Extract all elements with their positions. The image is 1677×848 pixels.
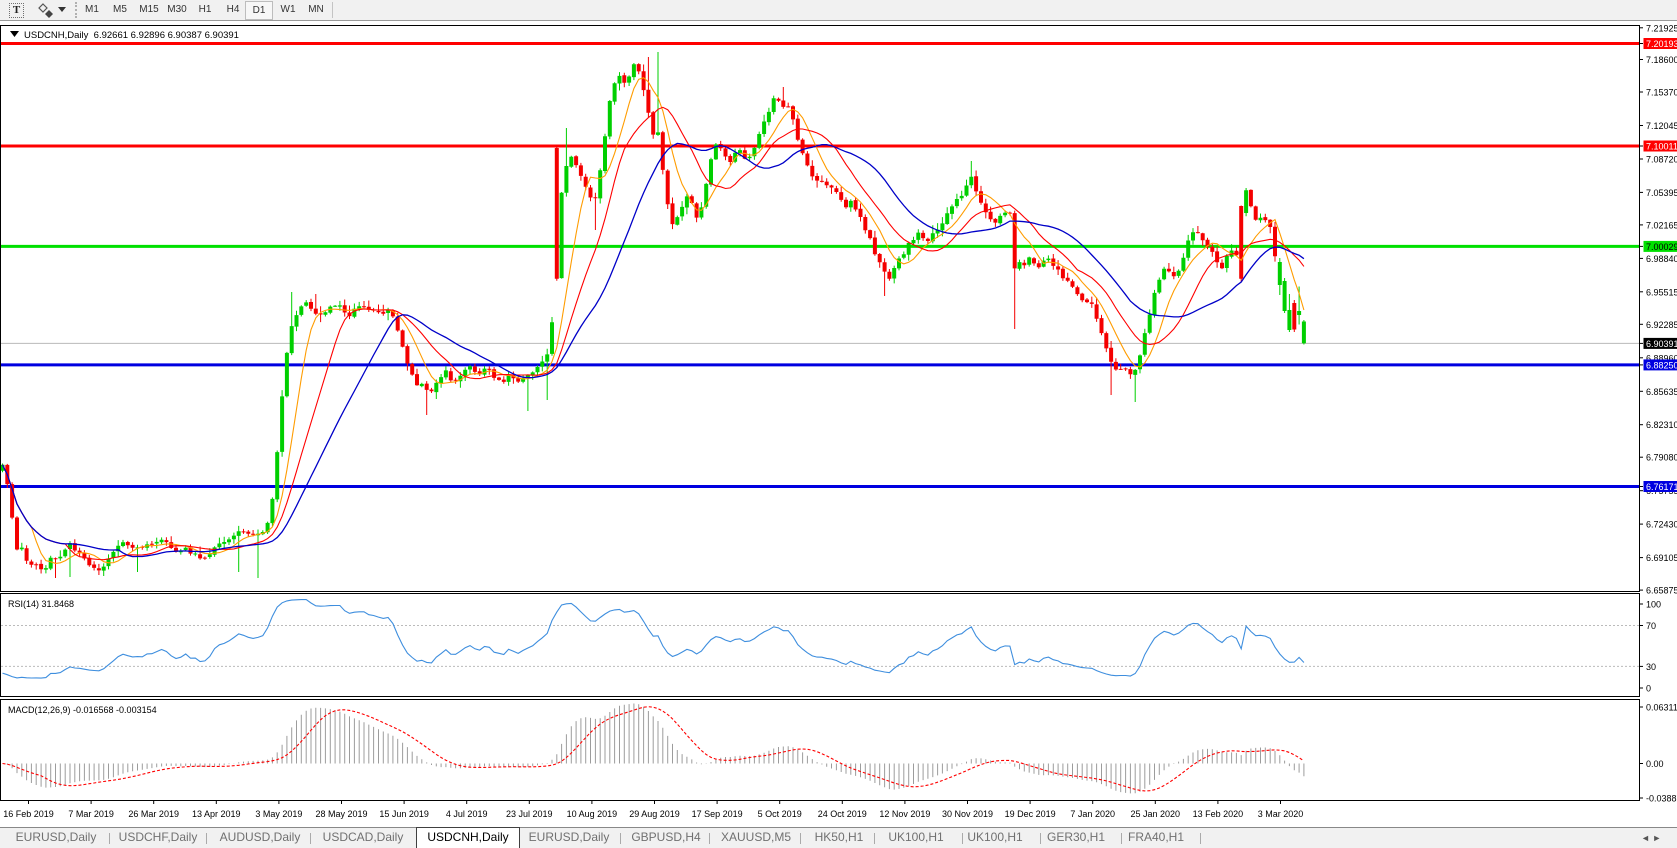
svg-text:7.12045: 7.12045 xyxy=(1646,121,1677,131)
svg-text:13 Feb 2020: 13 Feb 2020 xyxy=(1193,809,1244,819)
svg-text:30: 30 xyxy=(1646,662,1656,672)
svg-text:24 Oct 2019: 24 Oct 2019 xyxy=(818,809,867,819)
svg-text:26 Mar 2019: 26 Mar 2019 xyxy=(128,809,179,819)
svg-text:29 Aug 2019: 29 Aug 2019 xyxy=(629,809,680,819)
svg-text:5 Oct 2019: 5 Oct 2019 xyxy=(758,809,802,819)
svg-text:7.00029: 7.00029 xyxy=(1646,242,1677,252)
svg-text:4 Jul 2019: 4 Jul 2019 xyxy=(446,809,488,819)
svg-text:6.98840: 6.98840 xyxy=(1646,254,1677,264)
svg-text:16 Feb 2019: 16 Feb 2019 xyxy=(3,809,54,819)
svg-text:6.82310: 6.82310 xyxy=(1646,420,1677,430)
svg-text:7.15370: 7.15370 xyxy=(1646,88,1677,98)
svg-text:19 Dec 2019: 19 Dec 2019 xyxy=(1005,809,1056,819)
svg-text:7 Mar 2019: 7 Mar 2019 xyxy=(68,809,114,819)
svg-text:7.18600: 7.18600 xyxy=(1646,55,1677,65)
svg-text:6.92285: 6.92285 xyxy=(1646,320,1677,330)
svg-text:7.08720: 7.08720 xyxy=(1646,155,1677,165)
svg-text:3 May 2019: 3 May 2019 xyxy=(255,809,302,819)
svg-text:25 Jan 2020: 25 Jan 2020 xyxy=(1131,809,1181,819)
svg-text:13 Apr 2019: 13 Apr 2019 xyxy=(192,809,241,819)
svg-text:6.69105: 6.69105 xyxy=(1646,553,1677,563)
svg-text:6.79080: 6.79080 xyxy=(1646,453,1677,463)
svg-text:23 Jul 2019: 23 Jul 2019 xyxy=(506,809,553,819)
svg-text:RSI(14) 31.8468: RSI(14) 31.8468 xyxy=(8,599,74,609)
svg-text:6.88250: 6.88250 xyxy=(1646,360,1677,370)
svg-text:7.20193: 7.20193 xyxy=(1646,39,1677,49)
svg-text:0.06311: 0.06311 xyxy=(1646,703,1677,713)
svg-text:15 Jun 2019: 15 Jun 2019 xyxy=(379,809,429,819)
svg-text:10 Aug 2019: 10 Aug 2019 xyxy=(567,809,618,819)
svg-text:7.05395: 7.05395 xyxy=(1646,188,1677,198)
svg-text:17 Sep 2019: 17 Sep 2019 xyxy=(692,809,743,819)
svg-text:7.02165: 7.02165 xyxy=(1646,220,1677,230)
svg-text:6.95515: 6.95515 xyxy=(1646,287,1677,297)
svg-text:-0.03887: -0.03887 xyxy=(1646,794,1677,804)
svg-text:0.00: 0.00 xyxy=(1646,759,1664,769)
svg-text:28 May 2019: 28 May 2019 xyxy=(315,809,367,819)
svg-text:100: 100 xyxy=(1646,600,1661,610)
svg-text:6.76171: 6.76171 xyxy=(1646,482,1677,492)
svg-text:7.21925: 7.21925 xyxy=(1646,23,1677,33)
svg-text:USDCNH,Daily 6.92661 6.92896: USDCNH,Daily 6.92661 6.92896 6.90387 6.9… xyxy=(24,30,239,41)
svg-text:3 Mar 2020: 3 Mar 2020 xyxy=(1258,809,1304,819)
svg-text:6.65875: 6.65875 xyxy=(1646,586,1677,596)
svg-text:70: 70 xyxy=(1646,621,1656,631)
svg-text:0: 0 xyxy=(1646,684,1651,694)
svg-text:7.10011: 7.10011 xyxy=(1646,142,1677,152)
svg-text:MACD(12,26,9) -0.016568 -0.003: MACD(12,26,9) -0.016568 -0.003154 xyxy=(8,705,157,715)
svg-text:6.90391: 6.90391 xyxy=(1646,339,1677,349)
svg-text:6.85635: 6.85635 xyxy=(1646,387,1677,397)
svg-text:6.72430: 6.72430 xyxy=(1646,520,1677,530)
svg-text:7 Jan 2020: 7 Jan 2020 xyxy=(1070,809,1115,819)
svg-text:30 Nov 2019: 30 Nov 2019 xyxy=(942,809,993,819)
svg-text:12 Nov 2019: 12 Nov 2019 xyxy=(879,809,930,819)
